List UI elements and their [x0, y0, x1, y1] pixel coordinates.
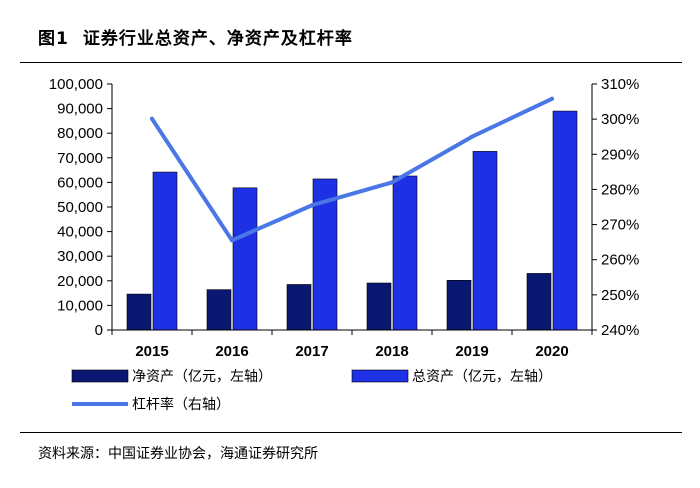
bar-net-assets-2016 — [206, 289, 232, 331]
legend: 净资产（亿元，左轴） 总资产（亿元，左轴） 杠杆率（右轴） — [71, 369, 552, 413]
left-tick-label: 30,000 — [57, 248, 103, 265]
right-tick-label: 250% — [601, 287, 639, 304]
point-leverage-2019 — [470, 134, 474, 139]
left-tick-label: 20,000 — [57, 273, 103, 290]
bar-total-assets-2020 — [552, 110, 578, 331]
bars-layer — [126, 110, 578, 331]
x-tick-label: 2019 — [455, 343, 488, 360]
left-tick-label: 90,000 — [57, 101, 103, 118]
line-layer — [150, 96, 554, 243]
point-leverage-2016 — [230, 238, 234, 243]
legend-leverage-label: 杠杆率（右轴） — [132, 396, 230, 413]
bottom-rule — [20, 432, 682, 433]
x-tick-label: 2018 — [375, 343, 408, 360]
left-tick-label: 80,000 — [57, 125, 103, 142]
point-leverage-2020 — [550, 96, 554, 101]
right-tick-label: 280% — [601, 181, 639, 198]
legend-total-assets-label: 总资产（亿元，左轴） — [412, 369, 552, 385]
bar-total-assets-2018 — [392, 175, 418, 331]
top-rule — [20, 62, 682, 63]
line-leverage — [150, 96, 554, 243]
left-tick-label: 70,000 — [57, 150, 103, 167]
legend-total-assets-swatch — [351, 369, 409, 383]
right-tick-label: 260% — [601, 252, 639, 269]
right-tick-label: 240% — [601, 322, 639, 339]
bar-total-assets-2015 — [152, 171, 178, 331]
bar-total-assets-2016 — [232, 187, 258, 331]
bar-net-assets-2018 — [366, 282, 392, 331]
point-leverage-2017 — [310, 203, 314, 208]
left-tick-label: 50,000 — [57, 199, 103, 216]
right-tick-label: 290% — [601, 146, 639, 163]
legend-net-assets-swatch — [71, 369, 129, 383]
source-note: 资料来源：中国证券业协会，海通证券研究所 — [38, 446, 318, 462]
bar-net-assets-2020 — [526, 273, 552, 331]
right-tick-label: 270% — [601, 217, 639, 234]
left-tick-label: 0 — [95, 322, 103, 339]
x-tick-label: 2020 — [535, 343, 568, 360]
x-tick-label: 2017 — [295, 343, 328, 360]
figure-title-text: 证券行业总资产、净资产及杠杆率 — [82, 29, 353, 49]
left-tick-label: 40,000 — [57, 224, 103, 241]
point-leverage-2015 — [150, 116, 154, 121]
bar-net-assets-2017 — [286, 284, 312, 331]
x-tick-label: 2015 — [135, 343, 168, 360]
left-tick-label: 10,000 — [57, 297, 103, 314]
left-tick-label: 60,000 — [57, 174, 103, 191]
left-tick-label: 100,000 — [49, 76, 103, 93]
right-tick-label: 300% — [601, 111, 639, 128]
point-leverage-2018 — [390, 180, 394, 185]
legend-net-assets-label: 净资产（亿元，左轴） — [132, 369, 272, 385]
bar-net-assets-2015 — [126, 293, 152, 331]
right-tick-label: 310% — [601, 76, 639, 93]
figure-title: 图1 证券行业总资产、净资产及杠杆率 — [38, 24, 353, 49]
x-tick-label: 2016 — [215, 343, 248, 360]
figure-number: 图1 — [38, 29, 69, 49]
axes-layer: 0 10,000 20,000 30,000 40,000 50,000 60,000 70,… — [49, 76, 640, 360]
bar-total-assets-2019 — [472, 151, 498, 331]
bar-net-assets-2019 — [446, 280, 472, 331]
